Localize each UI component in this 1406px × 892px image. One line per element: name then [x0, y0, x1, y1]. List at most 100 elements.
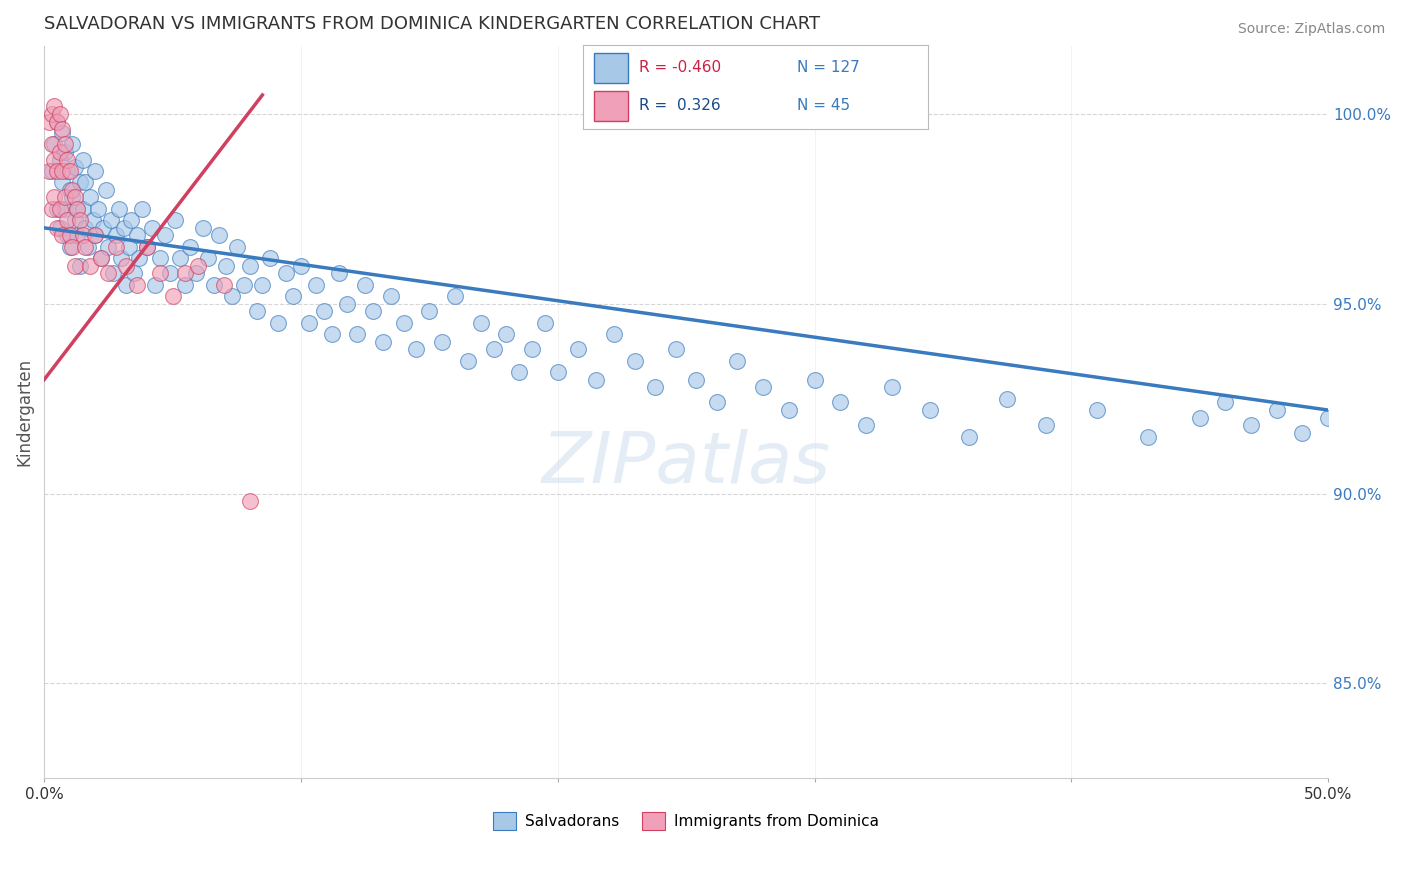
Point	[193, 220, 215, 235]
Point	[830, 395, 852, 409]
Point	[197, 251, 219, 265]
Point	[470, 316, 492, 330]
Point	[233, 277, 256, 292]
Point	[75, 240, 97, 254]
Point	[66, 202, 89, 216]
Point	[354, 277, 377, 292]
Point	[59, 164, 82, 178]
Point	[84, 228, 107, 243]
Point	[212, 277, 235, 292]
Point	[803, 373, 825, 387]
Point	[59, 228, 82, 243]
Point	[321, 327, 343, 342]
Point	[51, 228, 73, 243]
Point	[41, 107, 63, 121]
Point	[143, 277, 166, 292]
Point	[149, 267, 172, 281]
Point	[430, 334, 453, 349]
Point	[603, 327, 626, 342]
Point	[221, 289, 243, 303]
Point	[305, 277, 328, 292]
Point	[752, 380, 775, 394]
Point	[103, 267, 125, 281]
Point	[495, 327, 517, 342]
Point	[361, 304, 384, 318]
Point	[880, 380, 903, 394]
Point	[727, 353, 749, 368]
Point	[623, 353, 645, 368]
Point	[46, 220, 69, 235]
Point	[90, 251, 112, 265]
Point	[118, 240, 141, 254]
Point	[380, 289, 402, 303]
Text: R = -0.460: R = -0.460	[638, 61, 721, 76]
Point	[59, 183, 82, 197]
Point	[94, 183, 117, 197]
Point	[48, 145, 70, 159]
Point	[246, 304, 269, 318]
Point	[84, 228, 107, 243]
Point	[38, 114, 60, 128]
Y-axis label: Kindergarten: Kindergarten	[15, 358, 32, 466]
Point	[110, 251, 132, 265]
Point	[66, 202, 89, 216]
Point	[105, 228, 128, 243]
FancyBboxPatch shape	[593, 54, 628, 83]
Point	[90, 251, 112, 265]
Point	[778, 403, 800, 417]
Point	[482, 343, 505, 357]
Point	[44, 137, 66, 152]
Point	[41, 137, 63, 152]
Point	[162, 289, 184, 303]
Point	[1291, 425, 1313, 440]
Point	[48, 220, 70, 235]
Point	[44, 153, 66, 167]
Point	[125, 228, 148, 243]
Point	[82, 213, 104, 227]
Point	[69, 259, 91, 273]
Point	[149, 251, 172, 265]
Point	[585, 373, 607, 387]
Point	[371, 334, 394, 349]
Point	[153, 228, 176, 243]
Point	[41, 202, 63, 216]
Point	[38, 164, 60, 178]
Point	[215, 259, 238, 273]
Point	[392, 316, 415, 330]
Point	[159, 267, 181, 281]
Point	[1085, 403, 1108, 417]
Point	[51, 122, 73, 136]
Point	[120, 213, 142, 227]
Point	[53, 190, 76, 204]
Point	[995, 392, 1018, 406]
Point	[131, 202, 153, 216]
Point	[534, 316, 557, 330]
Point	[79, 259, 101, 273]
Point	[60, 240, 83, 254]
Text: R =  0.326: R = 0.326	[638, 98, 720, 113]
Point	[135, 240, 157, 254]
Point	[685, 373, 707, 387]
Point	[225, 240, 247, 254]
FancyBboxPatch shape	[593, 91, 628, 120]
Text: ZIPatlas: ZIPatlas	[541, 429, 831, 498]
Point	[60, 183, 83, 197]
Point	[48, 202, 70, 216]
Point	[336, 297, 359, 311]
Legend: Salvadorans, Immigrants from Dominica: Salvadorans, Immigrants from Dominica	[486, 805, 886, 837]
Point	[547, 365, 569, 379]
Point	[855, 418, 877, 433]
Point	[75, 175, 97, 189]
Point	[56, 213, 79, 227]
Point	[184, 267, 207, 281]
Text: SALVADORAN VS IMMIGRANTS FROM DOMINICA KINDERGARTEN CORRELATION CHART: SALVADORAN VS IMMIGRANTS FROM DOMINICA K…	[44, 15, 820, 33]
Point	[72, 228, 94, 243]
Point	[56, 153, 79, 167]
Point	[957, 429, 980, 443]
Point	[84, 164, 107, 178]
Point	[1215, 395, 1237, 409]
Point	[920, 403, 942, 417]
Point	[48, 153, 70, 167]
Point	[259, 251, 281, 265]
Point	[60, 190, 83, 204]
